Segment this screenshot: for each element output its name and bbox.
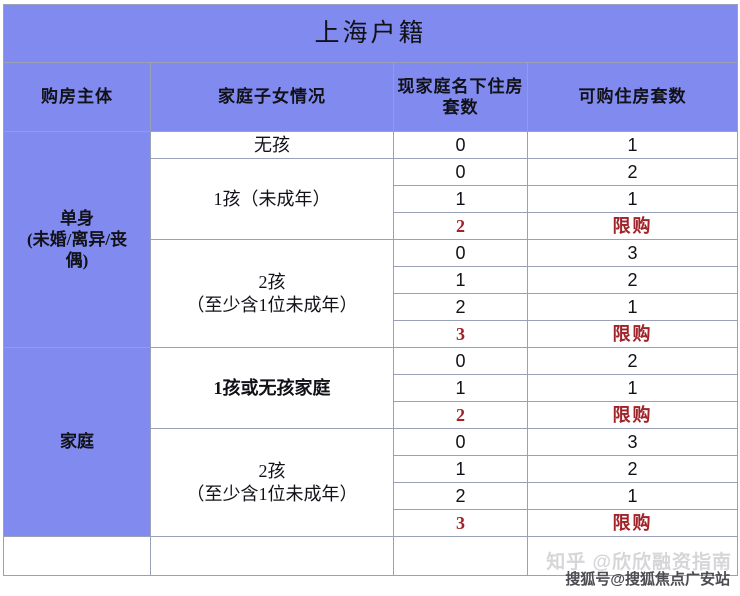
children-label-no-child: 无孩 xyxy=(150,131,394,159)
children-label-line-1: 2孩 xyxy=(258,272,286,292)
column-header-owned-count: 现家庭名下住房套数 xyxy=(393,62,528,132)
column-header-subject: 购房主体 xyxy=(3,62,151,132)
allowed-count: 1 xyxy=(526,293,739,321)
table-row: 家庭 1孩或无孩家庭 0 2 xyxy=(3,347,739,537)
children-label-line-2: （至少含1位未成年） xyxy=(186,483,358,504)
allowed-count-limited: 限购 xyxy=(526,509,739,537)
allowed-count: 1 xyxy=(526,131,739,159)
table-row: 1 1 xyxy=(4,374,739,402)
table-row: 3 限购 xyxy=(4,320,739,348)
owned-count: 0 xyxy=(393,428,528,456)
spacer-cell xyxy=(526,536,739,576)
group-label-line-1: 单身 xyxy=(60,208,94,228)
allowed-count: 3 xyxy=(526,428,739,456)
allowed-count-limited: 限购 xyxy=(526,320,739,348)
children-label-one-or-no-child-family: 1孩或无孩家庭 xyxy=(150,347,394,429)
table-row: 2 限购 xyxy=(4,212,739,240)
owned-count: 2 xyxy=(393,212,528,240)
allowed-count: 1 xyxy=(526,374,739,402)
allowed-count-limited: 限购 xyxy=(526,212,739,240)
owned-count: 0 xyxy=(393,347,528,375)
children-label-line-1: 无孩 xyxy=(254,134,290,155)
allowed-count: 1 xyxy=(526,185,739,213)
allowed-count: 1 xyxy=(526,482,739,510)
table-title-row: 上海户籍 xyxy=(2,4,739,63)
page-title: 上海户籍 xyxy=(2,4,739,63)
owned-count: 0 xyxy=(393,131,528,159)
owned-count: 0 xyxy=(393,239,528,267)
children-label-line-2: （至少含1位未成年） xyxy=(186,294,358,315)
column-header-allowed-count: 可购住房套数 xyxy=(526,62,739,132)
owned-count: 3 xyxy=(393,509,528,537)
owned-count: 1 xyxy=(393,266,528,294)
column-header-children: 家庭子女情况 xyxy=(150,62,394,132)
table-row: 1 1 xyxy=(4,185,739,213)
table-row: 单身 (未婚/离异/丧 偶) 无孩 0 1 xyxy=(3,131,739,348)
children-label-one-child-minor: 1孩（未成年） xyxy=(150,158,394,240)
spacer-cell xyxy=(393,536,528,576)
children-label-two-children: 2孩 （至少含1位未成年） xyxy=(150,428,394,537)
table-row: 2 1 xyxy=(4,293,739,321)
children-label-line-1: 1孩或无孩家庭 xyxy=(213,377,331,398)
group-label-line-2: (未婚/离异/丧 xyxy=(26,229,128,249)
children-label-two-children: 2孩 （至少含1位未成年） xyxy=(150,239,394,348)
table-row: 3 限购 xyxy=(4,509,739,537)
table-header-row: 购房主体 家庭子女情况 现家庭名下住房套数 可购住房套数 xyxy=(3,62,739,132)
owned-count: 1 xyxy=(393,455,528,483)
allowed-count: 2 xyxy=(526,455,739,483)
owned-count: 2 xyxy=(393,401,528,429)
policy-table-page: 上海户籍 购房主体 家庭子女情况 现家庭名下住房套数 可购住房套数 单身 (未婚… xyxy=(0,4,740,596)
table-row: 1 2 xyxy=(4,266,739,294)
owned-count: 2 xyxy=(393,482,528,510)
allowed-count: 3 xyxy=(526,239,739,267)
owned-count: 0 xyxy=(393,158,528,186)
table-row: 2 1 xyxy=(4,482,739,510)
table-footer-spacer-row xyxy=(3,536,739,576)
spacer-cell xyxy=(150,536,394,576)
table-row: 2孩 （至少含1位未成年） 0 3 xyxy=(4,428,739,537)
allowed-count: 2 xyxy=(526,347,739,375)
owned-count: 1 xyxy=(393,374,528,402)
allowed-count: 2 xyxy=(526,266,739,294)
group-label-single: 单身 (未婚/离异/丧 偶) xyxy=(3,131,151,348)
spacer-cell xyxy=(3,536,151,576)
children-label-line-1: 2孩 xyxy=(258,461,286,481)
allowed-count: 2 xyxy=(526,158,739,186)
shanghai-hukou-purchase-table: 上海户籍 购房主体 家庭子女情况 现家庭名下住房套数 可购住房套数 单身 (未婚… xyxy=(2,4,739,576)
table-row: 1孩（未成年） 0 2 xyxy=(4,158,739,240)
owned-count: 2 xyxy=(393,293,528,321)
group-label-line-3: 偶) xyxy=(65,251,89,271)
group-label-line-1: 家庭 xyxy=(60,432,94,452)
group-label-family: 家庭 xyxy=(3,347,151,537)
children-label-line-1: 1孩（未成年） xyxy=(213,188,331,209)
owned-count: 1 xyxy=(393,185,528,213)
owned-count: 3 xyxy=(393,320,528,348)
allowed-count-limited: 限购 xyxy=(526,401,739,429)
table-row: 1 2 xyxy=(4,455,739,483)
table-row: 2 限购 xyxy=(4,401,739,429)
